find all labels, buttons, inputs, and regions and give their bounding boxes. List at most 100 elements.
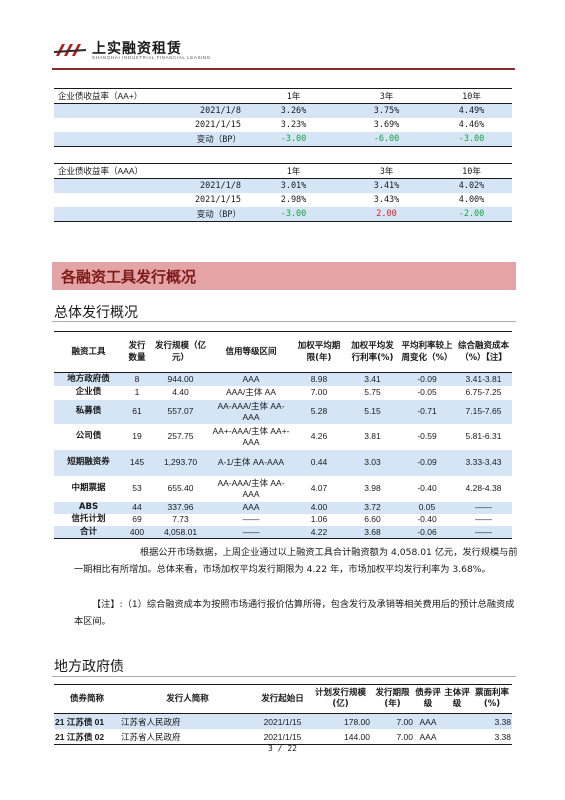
total-cost: 4.28-4.38 bbox=[465, 483, 502, 494]
avg-term: 5.28 bbox=[292, 399, 346, 424]
total-cost: 7.15-7.65 bbox=[455, 399, 512, 424]
bond-name: 21 江苏债 02 bbox=[54, 729, 120, 745]
rate-change: -0.09 bbox=[399, 372, 455, 386]
section-title: 各融资工具发行概况 bbox=[61, 268, 197, 286]
yield-change-value: -6.00 bbox=[342, 132, 431, 147]
local-gov-bond-table: 债券简称 发行人简称 发行起始日 计划发行规模(亿) 发行期限(年) 债券评级 … bbox=[54, 684, 512, 745]
table-row: 公司债 19 257.75 AA+-AAA/主体 AA+-AAA 4.26 3.… bbox=[54, 424, 512, 450]
total-cost: 3.33-3.43 bbox=[455, 449, 512, 476]
rating-range: AAA bbox=[210, 501, 292, 514]
table-row: 中期票据 53 655.40 AA-AAA/主体 AA-AAA 4.07 3.9… bbox=[54, 476, 512, 502]
rating-range: AAA bbox=[210, 372, 292, 386]
bond-name: 21 江苏债 01 bbox=[54, 713, 120, 729]
col-header: 加权平均期限(年) bbox=[292, 331, 346, 373]
issue-size: 4.40 bbox=[172, 387, 189, 398]
tool-name: 合计 bbox=[54, 525, 123, 539]
tool-name: 信托计划 bbox=[71, 514, 106, 525]
yield-date: 2021/1/8 bbox=[54, 178, 245, 193]
col-header: 综合融资成本（%）【注】 bbox=[455, 331, 512, 373]
total-cost: —— bbox=[455, 525, 512, 539]
total-cost: 6.75-7.25 bbox=[465, 387, 502, 398]
issue-count: 44 bbox=[123, 501, 151, 514]
yield-date: 2021/1/15 bbox=[54, 193, 245, 207]
yield-change-value: -2.00 bbox=[431, 207, 512, 222]
yield-date: 2021/1/8 bbox=[54, 103, 245, 118]
avg-rate: 3.72 bbox=[346, 501, 399, 514]
tool-name: 短期融资券 bbox=[54, 449, 123, 476]
rate-change: -0.06 bbox=[399, 525, 455, 539]
col-header: 发行期限(年) bbox=[371, 684, 414, 714]
overview-title: 总体发行概况 bbox=[54, 305, 138, 321]
tool-name: ABS bbox=[54, 501, 123, 514]
avg-rate: 3.81 bbox=[364, 431, 381, 442]
rating-range: A-1/主体 AA-AAA bbox=[210, 449, 292, 476]
total-cost: —— bbox=[475, 514, 492, 525]
yield-value: 3.69% bbox=[342, 118, 431, 132]
issue-size: 257.75 bbox=[167, 431, 194, 442]
yield-value: 4.00% bbox=[431, 193, 512, 207]
avg-term: 4.22 bbox=[292, 525, 346, 539]
avg-rate: 6.60 bbox=[364, 514, 381, 525]
issue-count: 53 bbox=[132, 483, 142, 494]
tool-name: 公司债 bbox=[75, 431, 102, 442]
yield-value: 2.98% bbox=[245, 193, 342, 207]
issue-size: 944.00 bbox=[151, 372, 210, 386]
planned-size: 144.00 bbox=[310, 729, 371, 745]
table-row: ABS 44 337.96 AAA 4.00 3.72 0.05 —— bbox=[54, 501, 512, 514]
yield-change-value: -3.00 bbox=[431, 132, 512, 147]
planned-size: 178.00 bbox=[310, 713, 371, 729]
yield-table-aaa: 企业债收益率（AAA） 1年 3年 10年 2021/1/8 3.01% 3.4… bbox=[54, 163, 512, 222]
avg-term: 4.26 bbox=[310, 431, 328, 442]
overview-note-text: 【注】:（1）综合融资成本为按照市场通行报价估算所得，包含发行及承销等相关费用后… bbox=[74, 599, 515, 627]
yield-change-value: 2.00 bbox=[342, 207, 431, 222]
rate-change: 0.05 bbox=[399, 501, 455, 514]
col-header: 主体评级 bbox=[442, 684, 472, 714]
tenor-header: 10年 bbox=[431, 163, 512, 179]
col-header: 融资工具 bbox=[54, 331, 123, 373]
yield-change-label: 变动（BP） bbox=[54, 132, 245, 147]
avg-term: 8.98 bbox=[292, 372, 346, 386]
col-header: 发行人简称 bbox=[120, 684, 255, 714]
issue-count: 400 bbox=[123, 525, 151, 539]
yield-value: 3.41% bbox=[342, 178, 431, 193]
col-header: 平均利率较上周变化（%） bbox=[399, 331, 455, 373]
col-header: 信用等级区间 bbox=[210, 331, 292, 373]
total-cost: 5.81-6.31 bbox=[465, 431, 502, 442]
avg-term: 1.06 bbox=[310, 514, 328, 525]
tenor-header: 3年 bbox=[342, 163, 431, 179]
rate-change: -0.05 bbox=[417, 387, 437, 398]
rating-range: —— bbox=[242, 514, 260, 525]
issue-count: 61 bbox=[123, 399, 151, 424]
company-name-en: SHANGHAI INDUSTRIAL FINANCIAL LEASING bbox=[92, 55, 211, 60]
overview-summary-text: 根据公开市场数据，上周企业通过以上融资工具合计融资额为 4,058.01 亿元，… bbox=[74, 547, 518, 575]
rate-change: -0.40 bbox=[417, 483, 437, 494]
col-header: 发行起始日 bbox=[255, 684, 310, 714]
yield-date: 2021/1/15 bbox=[54, 118, 245, 132]
local-gov-title: 地方政府债 bbox=[54, 659, 124, 675]
issue-term: 7.00 bbox=[371, 713, 414, 729]
issue-count: 8 bbox=[123, 372, 151, 386]
table-row: 21 江苏债 01 江苏省人民政府 2021/1/15 178.00 7.00 … bbox=[54, 713, 512, 729]
issue-size: 337.96 bbox=[151, 501, 210, 514]
issue-size: 7.73 bbox=[172, 514, 189, 525]
company-name: 上实融资租赁 bbox=[92, 41, 182, 57]
yield-change-value: -3.00 bbox=[245, 207, 342, 222]
company-logo bbox=[54, 44, 86, 56]
issue-date: 2021/1/15 bbox=[255, 713, 310, 729]
table-row: 合计 400 4,058.01 —— 4.22 3.68 -0.06 —— bbox=[54, 525, 512, 539]
issue-term: 7.00 bbox=[371, 729, 414, 745]
col-header: 加权平均发行利率(%) bbox=[346, 331, 399, 373]
rate-change: -0.09 bbox=[399, 449, 455, 476]
col-header: 发行规模（亿元） bbox=[151, 331, 210, 373]
col-header: 发行数量 bbox=[123, 331, 151, 373]
tool-name: 私募债 bbox=[54, 399, 123, 424]
issue-count: 19 bbox=[132, 431, 142, 442]
avg-rate: 3.68 bbox=[346, 525, 399, 539]
entity-rating bbox=[442, 729, 472, 745]
col-header: 计划发行规模(亿) bbox=[310, 684, 371, 714]
issue-size: 557.07 bbox=[151, 399, 210, 424]
issue-count: 69 bbox=[132, 514, 142, 525]
yield-value: 3.26% bbox=[245, 103, 342, 118]
yield-value: 4.46% bbox=[431, 118, 512, 132]
avg-term: 4.00 bbox=[292, 501, 346, 514]
